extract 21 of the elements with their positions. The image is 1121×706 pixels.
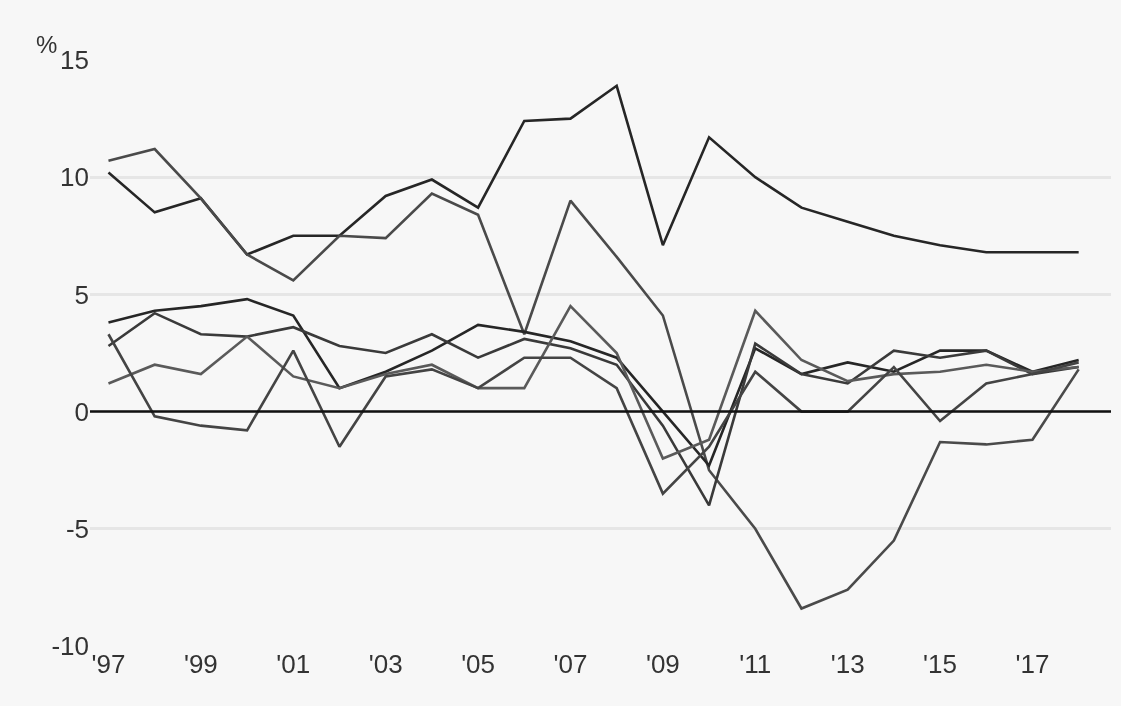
y-tick-label: -5 xyxy=(65,513,89,544)
x-tick-label: '09 xyxy=(645,649,680,679)
x-tick-label: '13 xyxy=(830,649,865,679)
x-tick-label: '05 xyxy=(461,649,496,679)
y-tick-label: 0 xyxy=(74,396,89,427)
x-tick-label: '97 xyxy=(91,649,126,679)
x-tick-label: '03 xyxy=(368,649,403,679)
line-series xyxy=(107,84,1080,256)
y-tick-label: 10 xyxy=(60,162,89,193)
line-series xyxy=(107,147,1080,610)
x-tick-label: '11 xyxy=(739,649,772,679)
x-tick-label: '15 xyxy=(923,649,958,679)
x-tick-label: '17 xyxy=(1015,649,1050,679)
x-tick-label: '01 xyxy=(276,649,311,679)
y-tick-label: 15 xyxy=(60,45,89,76)
x-tick-label: '99 xyxy=(183,649,218,679)
y-tick-label: 5 xyxy=(74,279,89,310)
y-axis-title: % xyxy=(36,31,58,58)
line-series xyxy=(107,311,1080,507)
x-tick-label: '07 xyxy=(553,649,588,679)
y-tick-label: -10 xyxy=(51,631,89,662)
